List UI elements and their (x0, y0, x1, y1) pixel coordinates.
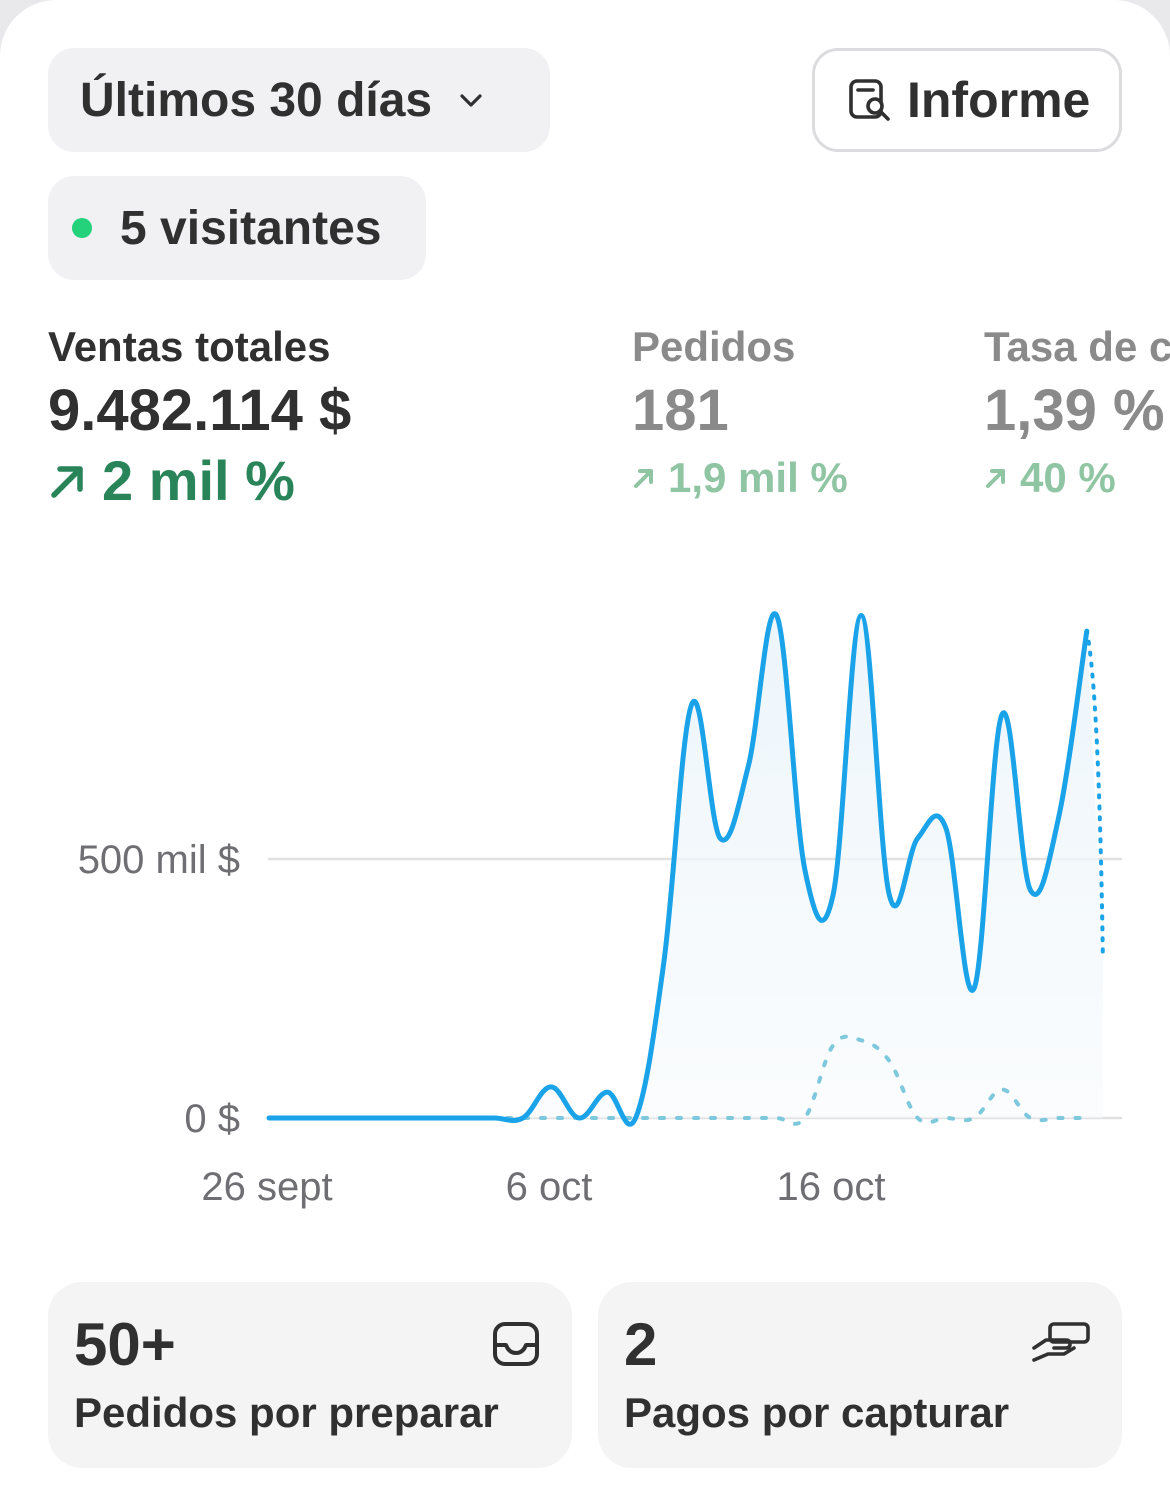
date-range-label: Últimos 30 días (80, 73, 433, 127)
sales-line-chart[interactable]: 500 mil $ 0 $ 26 sept 6 oct 16 oct (0, 560, 1170, 1240)
x-tick-label: 6 oct (506, 1165, 593, 1209)
tile-caption: Pedidos por preparar (74, 1389, 499, 1436)
tile-number: 50+ (74, 1311, 176, 1378)
series-line-current-partial (1084, 629, 1105, 955)
tile-number: 2 (624, 1311, 658, 1378)
metric-delta: 40 % (984, 454, 1170, 502)
tile-caption: Pagos por capturar (624, 1389, 1010, 1436)
arrow-up-right-icon (986, 469, 1005, 488)
visitors-label: 5 visitantes (120, 201, 382, 255)
metric-value: 1,39 % (984, 378, 1165, 443)
y-tick-label-zero: 0 $ (184, 1097, 240, 1141)
metric-value: 181 (632, 378, 729, 443)
metric-label: Tasa de c (984, 323, 1170, 370)
metric-label: Pedidos (632, 323, 796, 370)
metric-delta: 2 mil % (48, 448, 351, 513)
metric-total-sales[interactable]: Ventas totales 9.482.114 $ 2 mil % (48, 322, 351, 513)
y-tick-label-mid: 500 mil $ (78, 838, 240, 882)
metric-delta-text: 2 mil % (102, 449, 295, 512)
date-range-selector[interactable]: Últimos 30 días (48, 48, 550, 152)
metric-label: Ventas totales (48, 323, 331, 370)
live-status-dot (72, 218, 92, 238)
series-line-current (266, 611, 1090, 1127)
area-fill-current (269, 613, 1103, 1125)
metric-delta-text: 1,9 mil % (668, 454, 848, 501)
metric-orders[interactable]: Pedidos 181 1,9 mil % (632, 322, 848, 502)
arrow-up-right-icon (51, 465, 83, 498)
metric-value: 9.482.114 $ (48, 378, 352, 443)
live-visitors-badge[interactable]: 5 visitantes (48, 176, 426, 280)
x-tick-label: 16 oct (777, 1165, 886, 1209)
report-search-icon (849, 79, 890, 121)
metric-conversion-rate[interactable]: Tasa de c 1,39 % 40 % (984, 322, 1170, 502)
report-label: Informe (907, 72, 1091, 128)
report-button[interactable]: Informe (812, 48, 1122, 152)
tile-payments-to-capture[interactable]: 2 Pagos por capturar (598, 1282, 1122, 1468)
inbox-icon (493, 1322, 539, 1366)
x-tick-label: 26 sept (201, 1165, 332, 1209)
metric-delta: 1,9 mil % (632, 454, 848, 502)
hand-cash-icon (1032, 1322, 1090, 1362)
chevron-down-icon (460, 94, 482, 107)
arrow-up-right-icon (634, 469, 653, 488)
tile-orders-to-fulfill[interactable]: 50+ Pedidos por preparar (48, 1282, 572, 1468)
metric-delta-text: 40 % (1020, 454, 1116, 501)
